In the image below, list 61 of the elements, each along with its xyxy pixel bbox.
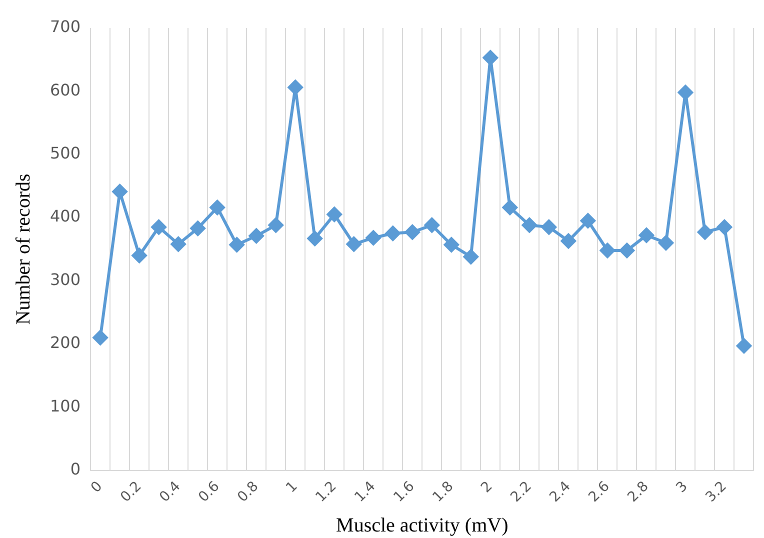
- point: [307, 230, 322, 246]
- point: [541, 220, 556, 235]
- x-tick-label: 1: [283, 478, 301, 496]
- point: [229, 237, 244, 252]
- point: [444, 237, 459, 252]
- y-tick-label: 0: [70, 460, 81, 479]
- y-tick-label: 500: [50, 144, 81, 163]
- point: [424, 218, 440, 233]
- point: [288, 80, 303, 95]
- x-tick-label: 0.6: [196, 478, 223, 506]
- point: [210, 200, 225, 215]
- point: [112, 184, 128, 200]
- x-tick-label: 1.8: [430, 478, 457, 506]
- y-tick-label: 600: [50, 80, 81, 100]
- x-tick-label: 0.2: [118, 478, 145, 506]
- x-tick-label: 1.6: [390, 478, 418, 506]
- point: [463, 249, 478, 264]
- x-tick-label: 3: [673, 478, 691, 496]
- point: [151, 220, 166, 235]
- x-tick-label: 3.2: [702, 478, 730, 506]
- point: [404, 224, 420, 240]
- x-tick-label: 2.8: [624, 478, 652, 506]
- point: [522, 218, 537, 233]
- x-tick-label: 0.4: [156, 478, 184, 506]
- point: [366, 230, 381, 246]
- y-tick-label: 400: [50, 206, 81, 226]
- point: [482, 50, 498, 66]
- point: [268, 218, 284, 233]
- point: [619, 242, 634, 258]
- point: [170, 236, 186, 252]
- point: [658, 235, 674, 250]
- point: [385, 226, 400, 241]
- point: [326, 206, 342, 222]
- point: [560, 233, 576, 248]
- x-tick-label: 0: [88, 478, 106, 496]
- point: [190, 220, 206, 236]
- point: [92, 330, 108, 346]
- x-tick-label: 0.8: [234, 478, 262, 506]
- x-tick-label: 1.4: [352, 478, 379, 506]
- point: [697, 224, 712, 240]
- point: [600, 242, 615, 258]
- point: [502, 200, 518, 215]
- point: [346, 236, 362, 252]
- x-tick-label: 1.2: [312, 478, 340, 506]
- x-tick-label: 2: [478, 478, 496, 496]
- point: [716, 220, 732, 235]
- y-tick-label: 300: [50, 270, 81, 289]
- y-tick-label: 100: [50, 396, 81, 416]
- y-tick-label: 700: [50, 17, 81, 36]
- x-tick-label: 2.2: [508, 478, 535, 506]
- point: [638, 228, 654, 243]
- point: [248, 228, 264, 244]
- y-tick-label: 200: [50, 333, 81, 352]
- point: [736, 338, 752, 354]
- y-axis-title: Number of records: [12, 173, 34, 325]
- point: [580, 213, 596, 228]
- x-tick-label: 2.4: [546, 478, 574, 506]
- point: [132, 248, 147, 264]
- point: [678, 84, 693, 100]
- x-tick-label: 2.6: [586, 478, 613, 506]
- x-axis-title: Muscle activity (mV): [336, 514, 508, 536]
